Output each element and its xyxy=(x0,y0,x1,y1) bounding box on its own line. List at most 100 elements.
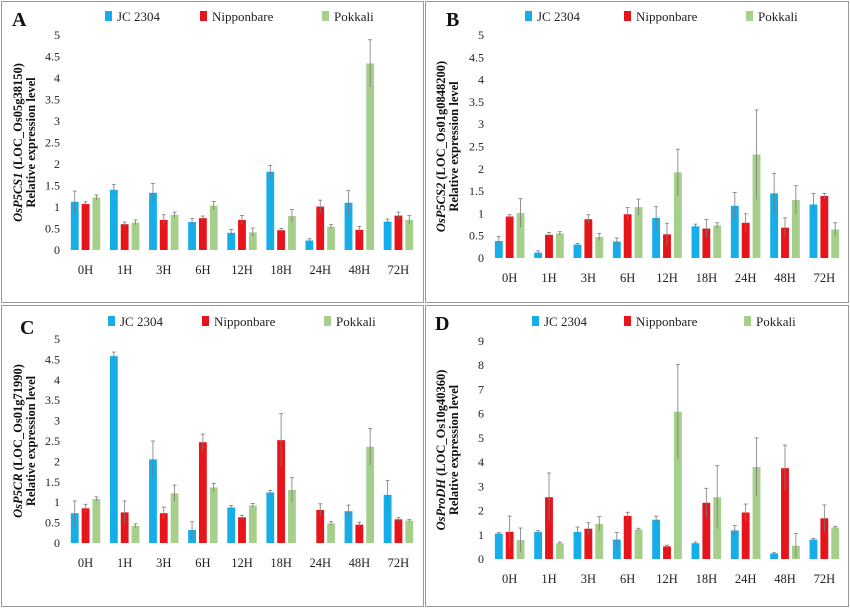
bar-jc-2304-12H xyxy=(227,507,236,543)
y-tick-label: 4 xyxy=(54,373,60,387)
bar-jc-2304-0H xyxy=(494,533,503,559)
y-tick-label: 3.5 xyxy=(45,93,60,107)
bar-pokkali-24H xyxy=(752,154,761,258)
bar-jc-2304-1H xyxy=(109,189,118,250)
chart-a: A JC 2304 Nipponbare Pokkali 0 0.5 1 1.5 2 2.5 3 3.… xyxy=(11,9,414,277)
bar-nipponbare-18H xyxy=(277,440,286,543)
legend-swatch xyxy=(322,11,329,21)
chart-b: B JC 2304 Nipponbare Pokkali 0 0.5 1 1.5 2 2.5 3 3.… xyxy=(434,9,840,285)
legend-label: JC 2304 xyxy=(544,314,587,329)
bar-jc-2304-24H xyxy=(305,240,314,250)
legend-item-pokkali: Pokkali xyxy=(744,314,796,329)
bar-nipponbare-6H xyxy=(198,442,207,543)
bar-jc-2304-18H xyxy=(266,492,275,543)
y-tick-label: 1.5 xyxy=(45,475,60,489)
bar-pokkali-6H xyxy=(209,205,218,250)
bar-jc-2304-24H xyxy=(730,205,739,258)
bar-pokkali-3H xyxy=(595,523,604,559)
x-tick-label: 3H xyxy=(156,263,171,277)
bar-pokkali-1H xyxy=(131,525,140,543)
legend-swatch xyxy=(105,11,112,21)
y-tick-label: 4 xyxy=(54,71,60,85)
bar-jc-2304-12H xyxy=(652,217,661,258)
bar-pokkali-6H xyxy=(634,207,643,258)
legend-item-jc-2304: JC 2304 xyxy=(525,9,580,24)
bar-nipponbare-12H xyxy=(238,517,246,543)
y-tick-label: 8 xyxy=(478,358,484,372)
panel-letter: C xyxy=(20,317,34,339)
y-tick-label: 2.5 xyxy=(469,140,484,154)
x-tick-label: 3H xyxy=(581,572,596,586)
bar-nipponbare-1H xyxy=(120,224,129,250)
x-tick-label: 6H xyxy=(195,263,210,277)
y-axis-gene-label: OsP5CS1 (LOC_Os05g38150) xyxy=(11,63,25,222)
bar-nipponbare-6H xyxy=(198,218,207,250)
bar-pokkali-24H xyxy=(327,523,335,543)
y-tick-label: 2 xyxy=(54,157,60,171)
legend-swatch xyxy=(108,316,115,326)
gene-id: (LOC_Os05g38150) xyxy=(11,63,25,172)
bar-jc-2304-48H xyxy=(770,553,779,559)
legend-swatch xyxy=(744,316,751,326)
bar-jc-2304-72H xyxy=(383,221,392,250)
bar-nipponbare-24H xyxy=(741,512,750,559)
legend-item-jc-2304: JC 2304 xyxy=(105,9,160,24)
y-tick-label: 1 xyxy=(478,206,484,220)
bar-jc-2304-18H xyxy=(691,226,700,258)
bar-jc-2304-0H xyxy=(494,241,503,258)
x-tick-label: 48H xyxy=(774,271,796,285)
bar-nipponbare-48H xyxy=(781,227,789,258)
y-tick-label: 2.5 xyxy=(45,136,60,150)
bar-pokkali-0H xyxy=(92,197,101,250)
y-tick-label: 6 xyxy=(478,407,484,421)
gene-id: (LOC_Os01g71990) xyxy=(11,364,25,473)
legend-item-pokkali: Pokkali xyxy=(746,9,798,24)
y-tick-label: 1 xyxy=(54,200,60,214)
y-tick-label: 0.5 xyxy=(45,222,60,236)
y-tick-label: 2 xyxy=(54,454,60,468)
panel-a: A JC 2304 Nipponbare Pokkali 0 0.5 1 1.5 2 2.5 3 3.… xyxy=(1,1,424,303)
x-tick-label: 18H xyxy=(696,572,718,586)
y-tick-label: 5 xyxy=(54,332,60,346)
y-tick-label: 1.5 xyxy=(45,179,60,193)
bar-nipponbare-12H xyxy=(663,234,671,258)
legend-label: Nipponbare xyxy=(636,9,698,24)
legend-item-nipponbare: Nipponbare xyxy=(624,314,698,329)
x-tick-label: 12H xyxy=(656,572,678,586)
y-tick-label: 4.5 xyxy=(45,352,60,366)
bar-nipponbare-12H xyxy=(238,219,246,250)
y-axis-label: Relative expression level xyxy=(447,384,461,515)
x-tick-label: 6H xyxy=(620,572,635,586)
legend-item-jc-2304: JC 2304 xyxy=(108,314,163,329)
legend-item-jc-2304: JC 2304 xyxy=(532,314,587,329)
bar-jc-2304-3H xyxy=(573,531,582,559)
panel-b: B JC 2304 Nipponbare Pokkali 0 0.5 1 1.5 2 2.5 3 3.… xyxy=(425,1,849,303)
bar-pokkali-48H xyxy=(791,200,800,258)
bar-pokkali-72H xyxy=(831,229,840,258)
y-tick-label: 9 xyxy=(478,334,484,348)
legend-label: Nipponbare xyxy=(212,9,274,24)
bar-nipponbare-72H xyxy=(394,519,403,543)
x-tick-label: 48H xyxy=(349,556,371,570)
panel-letter: A xyxy=(12,9,27,31)
bar-pokkali-6H xyxy=(209,487,218,543)
x-tick-label: 1H xyxy=(117,263,132,277)
y-tick-label: 5 xyxy=(478,431,484,445)
bar-pokkali-72H xyxy=(405,520,414,543)
panel-letter: D xyxy=(435,313,449,335)
bar-nipponbare-3H xyxy=(159,513,168,543)
bar-nipponbare-48H xyxy=(355,229,364,250)
y-tick-label: 2 xyxy=(478,162,484,176)
bar-pokkali-1H xyxy=(131,222,140,250)
x-tick-label: 72H xyxy=(814,572,836,586)
y-axis-label: Relative expression level xyxy=(447,81,461,212)
x-tick-label: 18H xyxy=(270,556,292,570)
legend-swatch xyxy=(746,11,753,21)
bar-nipponbare-72H xyxy=(820,196,829,258)
bar-pokkali-12H xyxy=(673,172,682,258)
bar-pokkali-48H xyxy=(366,63,375,250)
legend-swatch xyxy=(532,316,539,326)
y-tick-label: 5 xyxy=(54,28,60,42)
x-tick-label: 18H xyxy=(270,263,292,277)
bar-jc-2304-12H xyxy=(227,232,236,250)
